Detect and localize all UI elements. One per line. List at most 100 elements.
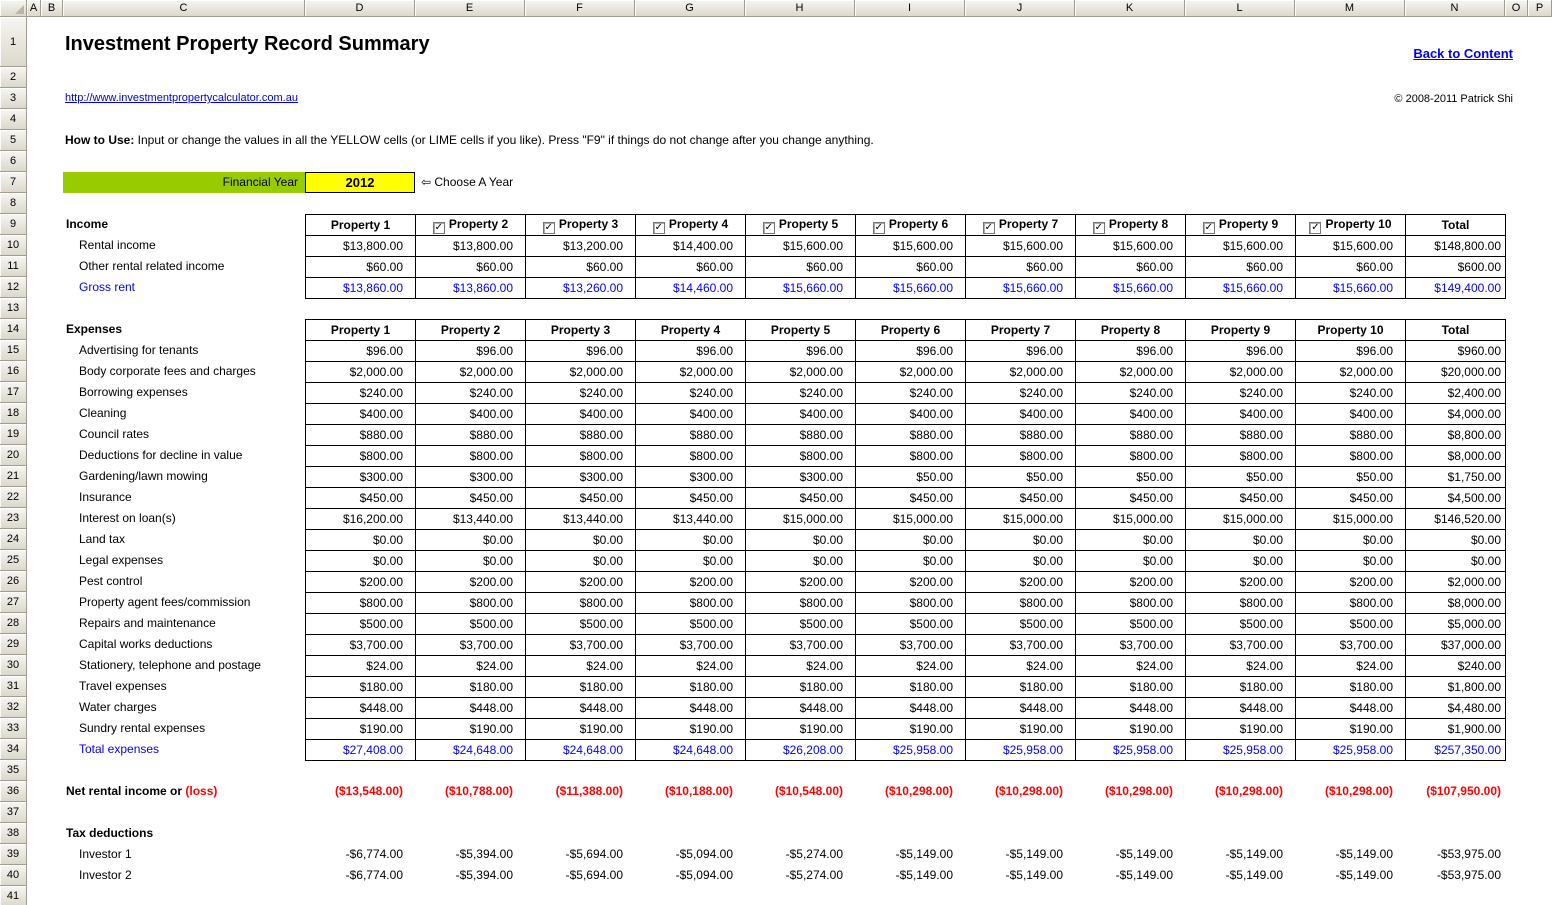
- row-header-12[interactable]: 12: [0, 277, 27, 298]
- value-cell[interactable]: $0.00: [1186, 551, 1296, 572]
- value-cell[interactable]: $400.00: [636, 404, 746, 425]
- value-cell[interactable]: $60.00: [856, 257, 966, 278]
- investor-1-value-cell[interactable]: -$5,394.00: [415, 844, 525, 865]
- value-cell[interactable]: $448.00: [746, 698, 856, 719]
- value-cell[interactable]: $448.00: [856, 698, 966, 719]
- value-cell[interactable]: $13,260.00: [526, 278, 636, 299]
- property-5-checkbox[interactable]: ✓: [763, 222, 775, 234]
- row-header-30[interactable]: 30: [0, 655, 27, 676]
- net-income-value-cell[interactable]: ($10,298.00): [855, 781, 965, 802]
- value-cell[interactable]: $14,400.00: [636, 236, 746, 257]
- value-cell[interactable]: $257,350.00: [1406, 740, 1506, 761]
- investor-1-value-cell[interactable]: -$5,149.00: [855, 844, 965, 865]
- value-cell[interactable]: $500.00: [306, 614, 416, 635]
- expenses-table-header-total[interactable]: Total: [1406, 320, 1506, 341]
- investor-2-value-cell[interactable]: -$53,975.00: [1405, 865, 1505, 886]
- net-income-value-cell[interactable]: ($107,950.00): [1405, 781, 1505, 802]
- value-cell[interactable]: $24,648.00: [526, 740, 636, 761]
- value-cell[interactable]: $200.00: [636, 572, 746, 593]
- investor-2-value-cell[interactable]: -$5,149.00: [1185, 865, 1295, 886]
- row-header-20[interactable]: 20: [0, 445, 27, 466]
- value-cell[interactable]: $450.00: [526, 488, 636, 509]
- value-cell[interactable]: $450.00: [416, 488, 526, 509]
- value-cell[interactable]: $96.00: [526, 341, 636, 362]
- value-cell[interactable]: $3,700.00: [526, 635, 636, 656]
- value-cell[interactable]: $0.00: [1406, 551, 1506, 572]
- value-cell[interactable]: $50.00: [1186, 467, 1296, 488]
- value-cell[interactable]: $1,900.00: [1406, 719, 1506, 740]
- value-cell[interactable]: $60.00: [636, 257, 746, 278]
- value-cell[interactable]: $450.00: [856, 488, 966, 509]
- row-header-7[interactable]: 7: [0, 172, 27, 193]
- row-header-18[interactable]: 18: [0, 403, 27, 424]
- column-header-M[interactable]: M: [1295, 0, 1405, 17]
- net-income-value-cell[interactable]: ($10,298.00): [1185, 781, 1295, 802]
- value-cell[interactable]: $448.00: [1186, 698, 1296, 719]
- value-cell[interactable]: $0.00: [856, 551, 966, 572]
- value-cell[interactable]: $15,600.00: [746, 236, 856, 257]
- value-cell[interactable]: $60.00: [966, 257, 1076, 278]
- investor-1-value-cell[interactable]: -$5,149.00: [965, 844, 1075, 865]
- value-cell[interactable]: $24.00: [1076, 656, 1186, 677]
- value-cell[interactable]: $180.00: [746, 677, 856, 698]
- value-cell[interactable]: $0.00: [966, 551, 1076, 572]
- value-cell[interactable]: $800.00: [1296, 593, 1406, 614]
- value-cell[interactable]: $25,958.00: [1296, 740, 1406, 761]
- investor-2-value-cell[interactable]: -$6,774.00: [305, 865, 415, 886]
- value-cell[interactable]: $13,440.00: [416, 509, 526, 530]
- year-value-cell[interactable]: 2012: [305, 172, 415, 193]
- value-cell[interactable]: $3,700.00: [1186, 635, 1296, 656]
- value-cell[interactable]: $500.00: [526, 614, 636, 635]
- property-7-checkbox[interactable]: ✓: [983, 222, 995, 234]
- value-cell[interactable]: $300.00: [416, 467, 526, 488]
- value-cell[interactable]: $0.00: [306, 530, 416, 551]
- investor-2-value-cell[interactable]: -$5,149.00: [1075, 865, 1185, 886]
- value-cell[interactable]: $24.00: [1186, 656, 1296, 677]
- value-cell[interactable]: $800.00: [1076, 593, 1186, 614]
- value-cell[interactable]: $190.00: [966, 719, 1076, 740]
- investor-2-value-cell[interactable]: -$5,149.00: [965, 865, 1075, 886]
- column-header-L[interactable]: L: [1185, 0, 1295, 17]
- row-header-27[interactable]: 27: [0, 592, 27, 613]
- row-header-3[interactable]: 3: [0, 88, 27, 109]
- income-table-header-property-3[interactable]: ✓Property 3: [526, 215, 636, 236]
- value-cell[interactable]: $2,000.00: [636, 362, 746, 383]
- value-cell[interactable]: $2,000.00: [306, 362, 416, 383]
- value-cell[interactable]: $24.00: [1296, 656, 1406, 677]
- value-cell[interactable]: $24.00: [526, 656, 636, 677]
- expenses-table-header-property-9[interactable]: Property 9: [1186, 320, 1296, 341]
- value-cell[interactable]: $448.00: [636, 698, 746, 719]
- row-header-21[interactable]: 21: [0, 466, 27, 487]
- value-cell[interactable]: $13,200.00: [526, 236, 636, 257]
- investor-2-value-cell[interactable]: -$5,149.00: [855, 865, 965, 886]
- value-cell[interactable]: $96.00: [746, 341, 856, 362]
- value-cell[interactable]: $600.00: [1406, 257, 1506, 278]
- value-cell[interactable]: $190.00: [746, 719, 856, 740]
- column-header-F[interactable]: F: [525, 0, 635, 17]
- value-cell[interactable]: $27,408.00: [306, 740, 416, 761]
- value-cell[interactable]: $200.00: [856, 572, 966, 593]
- value-cell[interactable]: $500.00: [856, 614, 966, 635]
- net-income-value-cell[interactable]: ($10,298.00): [1075, 781, 1185, 802]
- column-header-N[interactable]: N: [1405, 0, 1505, 17]
- value-cell[interactable]: $24.00: [636, 656, 746, 677]
- value-cell[interactable]: $0.00: [526, 530, 636, 551]
- value-cell[interactable]: $880.00: [1296, 425, 1406, 446]
- value-cell[interactable]: $400.00: [746, 404, 856, 425]
- value-cell[interactable]: $800.00: [966, 446, 1076, 467]
- value-cell[interactable]: $13,800.00: [306, 236, 416, 257]
- value-cell[interactable]: $500.00: [416, 614, 526, 635]
- value-cell[interactable]: $13,440.00: [526, 509, 636, 530]
- value-cell[interactable]: $3,700.00: [416, 635, 526, 656]
- value-cell[interactable]: $96.00: [416, 341, 526, 362]
- row-header-10[interactable]: 10: [0, 235, 27, 256]
- value-cell[interactable]: $450.00: [306, 488, 416, 509]
- income-table-header-property-4[interactable]: ✓Property 4: [636, 215, 746, 236]
- value-cell[interactable]: $190.00: [306, 719, 416, 740]
- value-cell[interactable]: $146,520.00: [1406, 509, 1506, 530]
- row-header-24[interactable]: 24: [0, 529, 27, 550]
- value-cell[interactable]: $5,000.00: [1406, 614, 1506, 635]
- value-cell[interactable]: $60.00: [526, 257, 636, 278]
- value-cell[interactable]: $2,400.00: [1406, 383, 1506, 404]
- value-cell[interactable]: $450.00: [746, 488, 856, 509]
